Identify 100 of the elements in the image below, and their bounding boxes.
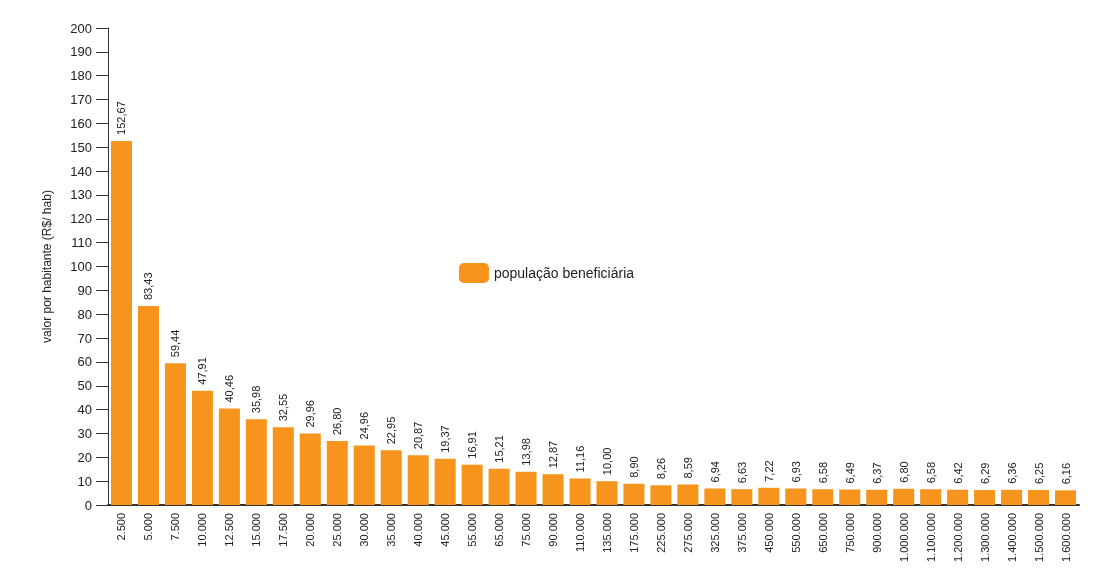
y-tick-label: 140 [70, 163, 92, 179]
x-tick-label: 135.000 [600, 513, 613, 553]
bar [434, 458, 456, 505]
y-tick-label: 200 [70, 20, 92, 36]
data-label: 32,55 [277, 393, 290, 422]
bar [623, 483, 645, 505]
bar [515, 471, 537, 505]
y-tick-label: 110 [71, 235, 92, 251]
data-label: 6,94 [708, 461, 721, 483]
bar [1001, 489, 1023, 505]
data-label: 8,26 [654, 457, 667, 480]
x-tick-label: 1.200.000 [951, 513, 964, 562]
y-tick-label: 70 [77, 330, 92, 346]
y-tick-label: 160 [70, 115, 92, 131]
y-tick-label: 0 [84, 497, 92, 513]
y-tick-label: 60 [77, 354, 92, 370]
x-tick-label: 40.000 [412, 513, 425, 547]
x-tick-label: 450.000 [762, 513, 775, 553]
data-label: 15,21 [493, 435, 506, 463]
bar [569, 478, 591, 505]
data-label: 6,29 [978, 462, 991, 484]
bar [164, 363, 186, 505]
data-label: 6,58 [924, 461, 937, 484]
bar [839, 489, 861, 505]
data-label: 24,96 [358, 411, 371, 440]
x-tick-label: 30.000 [358, 513, 371, 547]
bar [191, 390, 213, 505]
bar [812, 489, 834, 505]
bar [299, 433, 321, 505]
bar [1054, 490, 1077, 505]
x-tick-label: 750.000 [843, 513, 856, 553]
y-tick-label: 100 [70, 259, 92, 274]
data-label: 22,95 [385, 416, 398, 445]
data-label: 19,37 [439, 425, 452, 453]
x-tick-label: 110.000 [574, 513, 587, 552]
y-axis-title: valor por habitante (R$/ hab) [40, 190, 54, 343]
bar [677, 484, 699, 505]
x-tick-label: 1.100.000 [924, 513, 937, 562]
x-tick-label: 550.000 [789, 513, 802, 553]
y-tick-label: 30 [77, 425, 92, 441]
bar [650, 485, 672, 505]
data-label: 83,43 [142, 272, 155, 301]
bar [326, 441, 348, 505]
x-tick-label: 90.000 [547, 513, 560, 547]
data-label: 59,44 [169, 329, 182, 358]
x-tick-label: 1.300.000 [978, 513, 991, 562]
data-label: 13,98 [520, 438, 533, 466]
x-tick-label: 1.000.000 [897, 513, 910, 562]
y-tick-label: 190 [70, 44, 92, 60]
bar [137, 306, 159, 505]
x-tick-label: 1.500.000 [1032, 513, 1045, 562]
x-tick-label: 375.000 [735, 513, 748, 553]
x-tick-label: 900.000 [870, 513, 883, 553]
x-tick-label: 10.000 [196, 513, 209, 547]
bar [758, 487, 780, 505]
y-tick-label: 40 [77, 402, 92, 418]
data-label: 6,63 [735, 461, 748, 484]
bar [218, 408, 240, 505]
x-tick-label: 15.000 [250, 513, 263, 547]
x-tick-label: 275.000 [681, 513, 694, 553]
y-tick-label: 80 [77, 306, 92, 322]
bar [407, 455, 429, 505]
y-tick-label: 120 [70, 211, 92, 227]
x-tick-label: 25.000 [331, 513, 344, 547]
data-label: 16,91 [466, 431, 479, 459]
bar [272, 427, 294, 505]
x-tick-label: 17.500 [277, 513, 290, 547]
data-label: 20,87 [412, 421, 425, 450]
x-tick-label: 2.500 [115, 513, 128, 541]
data-label: 8,90 [627, 456, 640, 478]
bar [893, 488, 915, 505]
x-tick-label: 35.000 [385, 513, 398, 547]
bar [974, 490, 996, 505]
x-tick-label: 20.000 [304, 513, 317, 547]
bar [353, 445, 375, 505]
y-tick-label: 130 [70, 187, 92, 203]
data-label: 40,46 [223, 374, 236, 403]
bar [704, 488, 726, 505]
x-tick-label: 12.500 [223, 513, 236, 547]
data-label: 35,98 [250, 385, 263, 414]
bar [920, 489, 942, 505]
bar [731, 489, 753, 505]
x-tick-label: 75.000 [520, 513, 533, 547]
y-tick-label: 20 [77, 449, 92, 465]
y-tick-label: 90 [77, 282, 92, 298]
data-label: 6,25 [1032, 462, 1045, 485]
x-tick-label: 55.000 [466, 513, 479, 547]
bar [785, 488, 807, 505]
y-tick-label: 170 [70, 92, 92, 108]
data-label: 6,37 [870, 462, 883, 484]
data-label: 10,00 [600, 447, 613, 476]
x-tick-label: 1.600.000 [1059, 513, 1072, 562]
data-label: 8,59 [681, 457, 694, 479]
y-tick-label: 50 [77, 378, 92, 394]
data-label: 6,42 [951, 462, 964, 484]
bar [1028, 490, 1050, 505]
x-tick-label: 325.000 [708, 513, 721, 553]
data-label: 6,16 [1059, 462, 1072, 485]
data-label: 6,93 [789, 461, 802, 483]
data-label: 26,80 [331, 407, 344, 436]
